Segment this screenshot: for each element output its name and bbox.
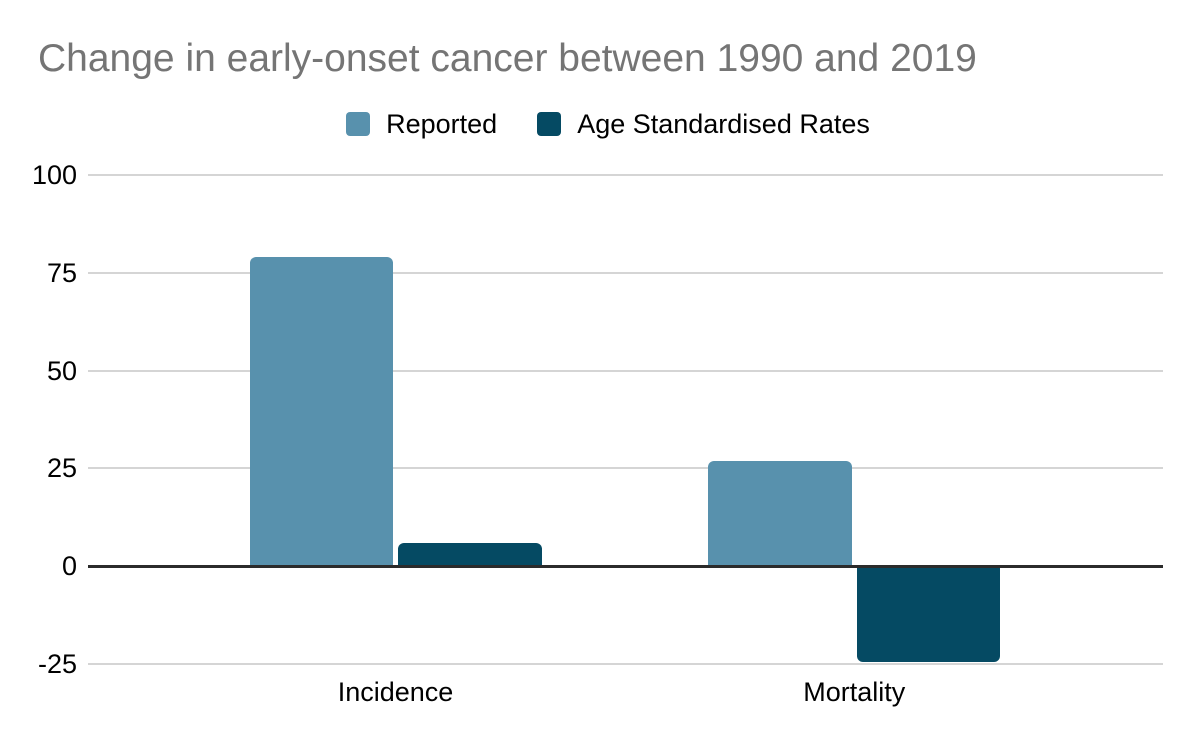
y-axis-tick-label-75: 75 bbox=[46, 257, 77, 288]
x-axis-category-label-incidence: Incidence bbox=[337, 677, 454, 707]
chart-title: Change in early-onset cancer between 199… bbox=[38, 37, 977, 80]
bar-mortality-reported[interactable] bbox=[708, 460, 852, 567]
gridline-y-100 bbox=[88, 174, 1163, 176]
bar-mortality-age-standardised-rates[interactable] bbox=[856, 568, 1001, 663]
y-axis-tick-label--25: -25 bbox=[37, 649, 77, 679]
legend-label: Reported bbox=[386, 108, 498, 139]
x-axis-zero-line bbox=[88, 565, 1163, 569]
gridline-y-75 bbox=[88, 271, 1163, 274]
bar-incidence-age-standardised-rates[interactable] bbox=[398, 542, 542, 567]
bar-incidence-reported[interactable] bbox=[249, 257, 393, 567]
y-axis-tick-label-0: 0 bbox=[61, 551, 77, 582]
x-axis-category-label-mortality: Mortality bbox=[803, 677, 906, 707]
gridline-y--25 bbox=[88, 663, 1163, 665]
legend-item-age-standardised-rates[interactable]: Age Standardised Rates bbox=[537, 109, 870, 140]
legend-item-reported[interactable]: Reported bbox=[346, 109, 497, 140]
legend-swatch-reported bbox=[346, 112, 371, 136]
legend-label: Age Standardised Rates bbox=[577, 108, 870, 139]
y-axis-tick-label-50: 50 bbox=[46, 355, 77, 386]
gridline-y-50 bbox=[88, 369, 1163, 372]
y-axis-tick-label-25: 25 bbox=[46, 453, 77, 484]
chart-legend: Reported Age Standardised Rates bbox=[0, 109, 1200, 139]
y-axis-tick-label-100: 100 bbox=[31, 160, 77, 190]
legend-swatch-age-standardised-rates bbox=[537, 112, 562, 136]
gridline-y-25 bbox=[88, 467, 1163, 470]
